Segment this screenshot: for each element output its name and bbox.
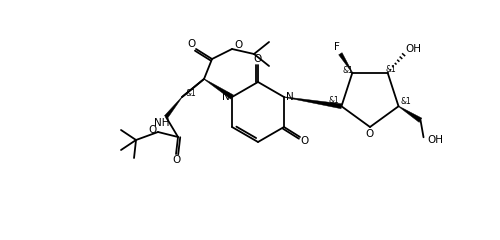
Text: &1: &1 <box>328 96 339 105</box>
Polygon shape <box>338 53 352 73</box>
Text: &1: &1 <box>386 65 396 74</box>
Text: OH: OH <box>406 44 421 54</box>
Text: O: O <box>234 40 242 50</box>
Text: F: F <box>334 42 340 52</box>
Text: O: O <box>148 125 156 135</box>
Text: O: O <box>301 136 309 146</box>
Text: OH: OH <box>428 135 444 145</box>
Text: &1: &1 <box>343 66 353 75</box>
Text: O: O <box>254 54 262 64</box>
Text: O: O <box>172 155 180 165</box>
Text: O: O <box>366 129 374 139</box>
Text: &1: &1 <box>400 97 411 106</box>
Polygon shape <box>284 97 342 109</box>
Polygon shape <box>204 79 234 99</box>
Text: N: N <box>286 92 294 102</box>
Polygon shape <box>164 97 182 118</box>
Polygon shape <box>398 106 422 122</box>
Text: O: O <box>187 39 195 49</box>
Text: NH: NH <box>154 118 170 128</box>
Text: N: N <box>222 92 230 102</box>
Text: &1: &1 <box>186 89 196 97</box>
